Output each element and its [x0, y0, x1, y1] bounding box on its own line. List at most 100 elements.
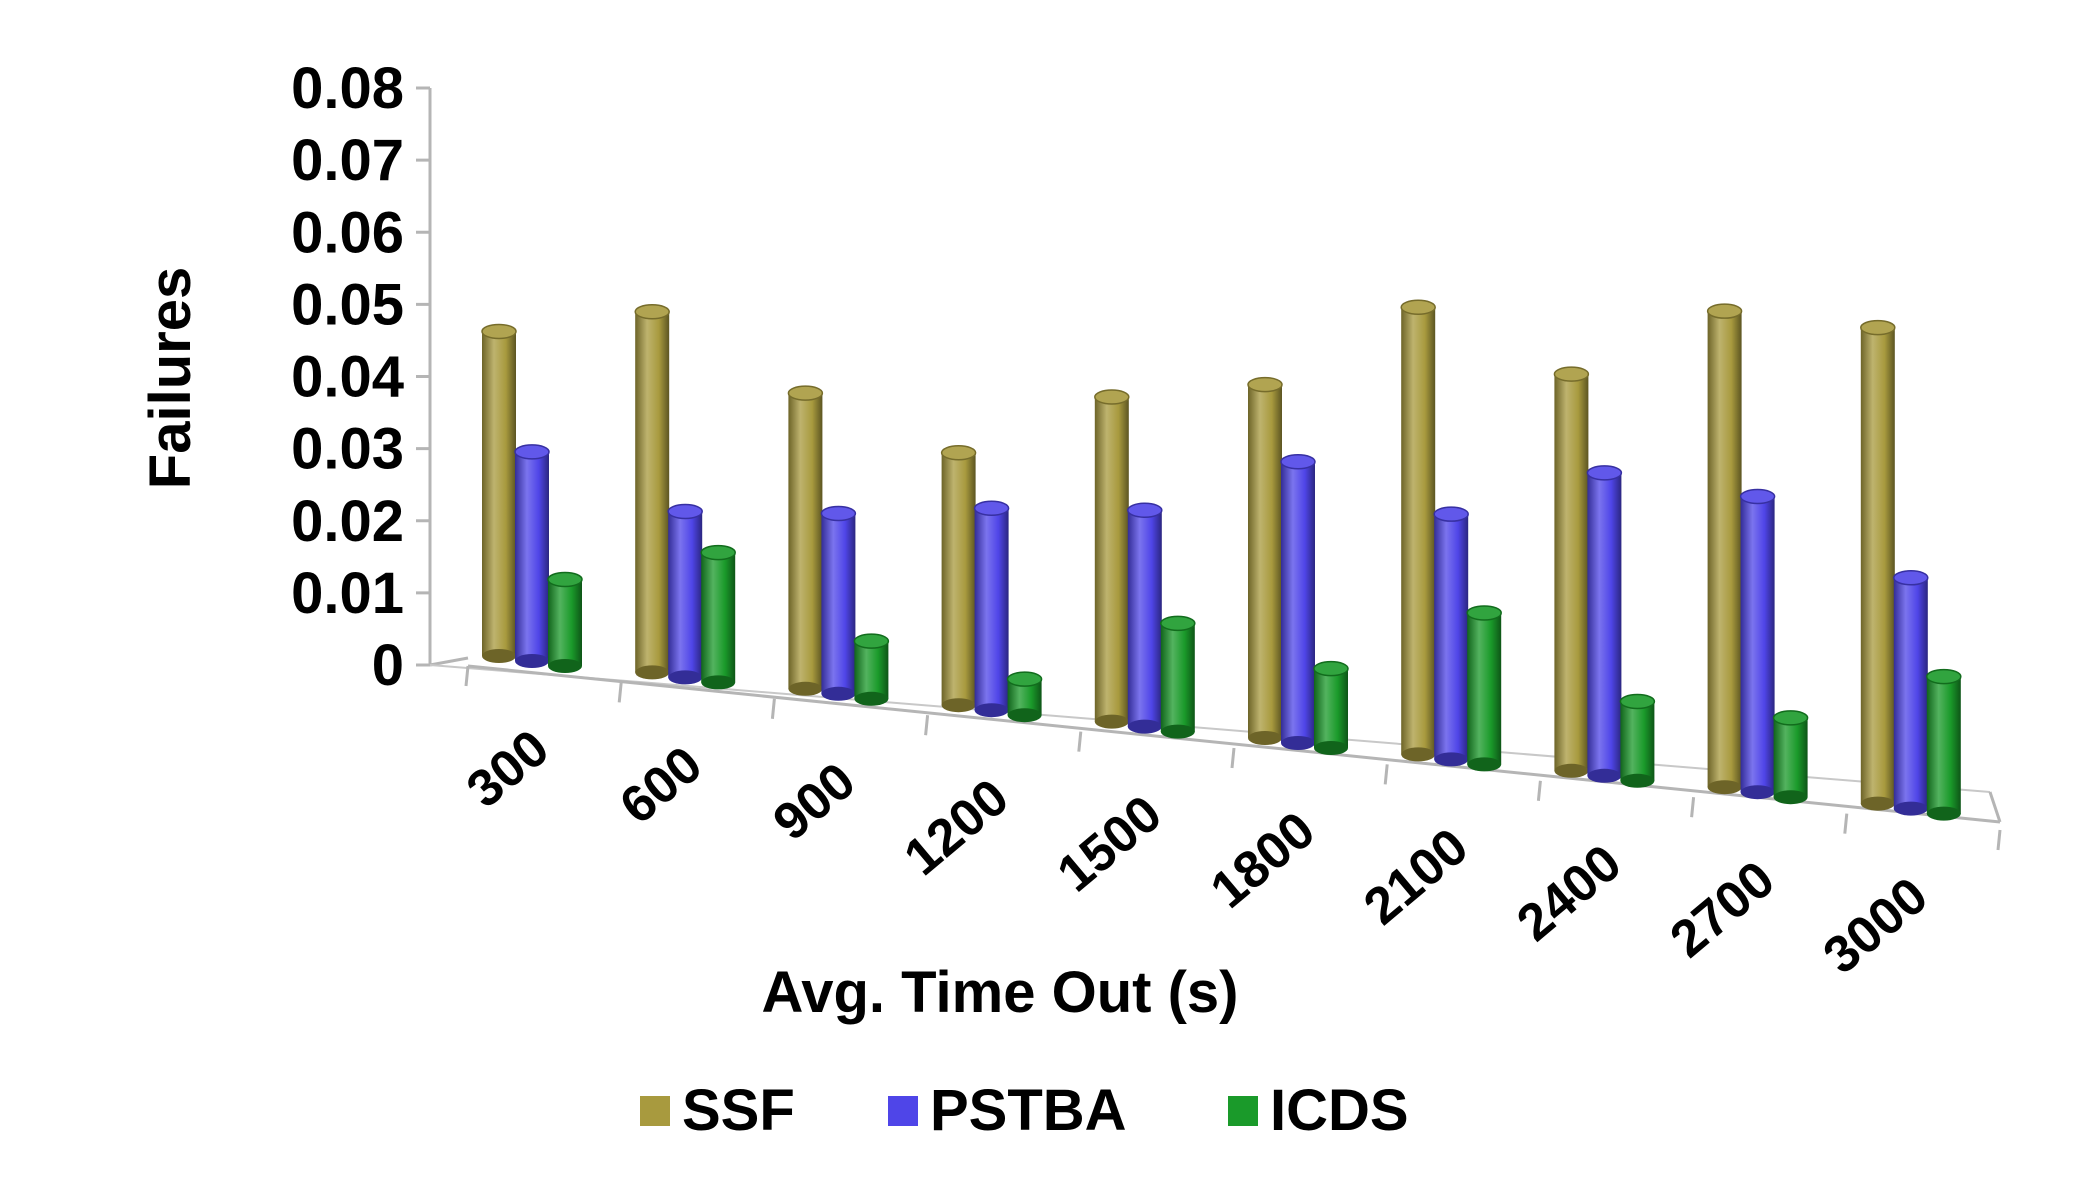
bar-body — [1434, 514, 1469, 760]
legend-label: PSTBA — [930, 1078, 1127, 1143]
x-tick-label: 1200 — [894, 768, 1020, 887]
bar-base — [1281, 736, 1315, 750]
bar-top — [787, 385, 824, 401]
bar-top — [1739, 488, 1776, 505]
bar-base — [1893, 801, 1928, 816]
x-tick-label: 600 — [609, 735, 713, 835]
bar-base — [1773, 790, 1808, 805]
x-tick-label: 1500 — [1047, 785, 1173, 904]
legend-swatch — [888, 1096, 918, 1126]
bar-body — [1740, 496, 1775, 793]
bar-base — [788, 681, 823, 696]
bar-pstba-2100 — [1433, 506, 1469, 767]
legend-swatch — [640, 1096, 670, 1126]
x-tick-label: 3000 — [1813, 867, 1939, 986]
labels: 0 0.01 0.02 0.03 0.04 0.05 0.06 0.07 0.08 300 600 9… — [138, 56, 1939, 1025]
floor-left-edge — [429, 656, 469, 667]
bar-top — [547, 571, 583, 588]
bar-base — [701, 675, 736, 690]
bar-top — [1619, 693, 1656, 710]
bar-top — [1160, 615, 1196, 632]
bar-base — [1434, 752, 1469, 767]
bar-base — [548, 659, 582, 673]
bars — [481, 299, 1962, 821]
bar-ssf-600 — [634, 304, 670, 680]
bar-base — [941, 698, 976, 713]
y-tick-label: 0.05 — [291, 272, 404, 337]
bar-body — [635, 311, 670, 673]
bar-ssf-300 — [481, 323, 517, 663]
x-tick-mark — [770, 698, 776, 719]
bar-body — [515, 451, 549, 661]
bar-top — [1247, 376, 1283, 393]
y-tick-label: 0.07 — [291, 128, 404, 193]
legend-item-icds: ICDS — [1228, 1078, 1409, 1143]
bar-base — [1467, 757, 1502, 772]
bar-body — [1127, 510, 1162, 727]
bar-body — [1281, 461, 1315, 743]
y-tick-label: 0.04 — [291, 345, 404, 410]
bar-top — [1553, 366, 1590, 382]
bar-base — [1620, 773, 1655, 788]
y-axis-title: Failures — [138, 267, 203, 489]
bar-pstba-1500 — [1127, 502, 1163, 734]
bar-top — [1094, 389, 1130, 405]
bar-body — [1248, 384, 1282, 738]
bar-body — [1160, 623, 1195, 732]
bar-base — [974, 703, 1009, 718]
x-tick-mark — [1383, 764, 1389, 785]
x-tick-label: 2700 — [1660, 850, 1786, 969]
bar-top — [481, 323, 517, 340]
legend-label: SSF — [682, 1078, 795, 1143]
bar-top — [1860, 319, 1896, 336]
bar-top — [1006, 671, 1043, 687]
bar-body — [1554, 374, 1589, 771]
bar-top — [1586, 465, 1623, 481]
x-tick-label: 300 — [456, 719, 560, 819]
bar-top — [1926, 668, 1962, 685]
bar-base — [1094, 714, 1129, 729]
legend-item-pstba: PSTBA — [888, 1078, 1127, 1143]
x-tick-label: 1800 — [1200, 801, 1326, 920]
bar-top — [1280, 453, 1316, 470]
bar-body — [701, 552, 736, 683]
bar-body — [1707, 311, 1742, 788]
y-tick-label: 0.08 — [291, 56, 404, 121]
bar-base — [1587, 768, 1622, 783]
bar-icds-1200 — [1006, 671, 1043, 723]
bar-icds-1500 — [1160, 615, 1196, 739]
x-tick-mark — [617, 682, 623, 703]
bar-body — [1314, 668, 1348, 748]
legend: SSF PSTBA ICDS — [640, 1078, 1409, 1143]
legend-swatch — [1228, 1096, 1258, 1126]
bar-body — [482, 331, 516, 656]
bar-body — [1587, 472, 1622, 776]
y-tick-label: 0.06 — [291, 200, 404, 265]
bar-icds-300 — [547, 571, 583, 673]
bar-body — [668, 511, 703, 678]
bar-base — [1554, 763, 1589, 778]
legend-label: ICDS — [1270, 1078, 1409, 1143]
bar-top — [973, 500, 1010, 516]
legend-item-ssf: SSF — [640, 1078, 795, 1143]
bar-ssf-2400 — [1553, 366, 1590, 778]
bar-base — [1926, 806, 1961, 821]
bar-body — [1401, 307, 1436, 755]
bar-body — [1860, 327, 1895, 804]
bar-base — [635, 665, 670, 680]
x-tick-label: 900 — [763, 752, 867, 852]
bar-icds-900 — [853, 633, 890, 706]
bar-body — [1467, 612, 1502, 765]
bar-icds-2700 — [1772, 710, 1809, 805]
bar-icds-3000 — [1926, 668, 1962, 821]
bar-pstba-2400 — [1586, 465, 1623, 783]
bar-pstba-600 — [667, 503, 703, 685]
bar-ssf-900 — [787, 385, 824, 696]
x-tick-label: 2400 — [1506, 834, 1632, 953]
x-tick-mark — [1996, 829, 2002, 851]
bar-base — [482, 649, 516, 663]
bar-top — [634, 304, 670, 320]
x-axis-title: Avg. Time Out (s) — [762, 960, 1239, 1025]
